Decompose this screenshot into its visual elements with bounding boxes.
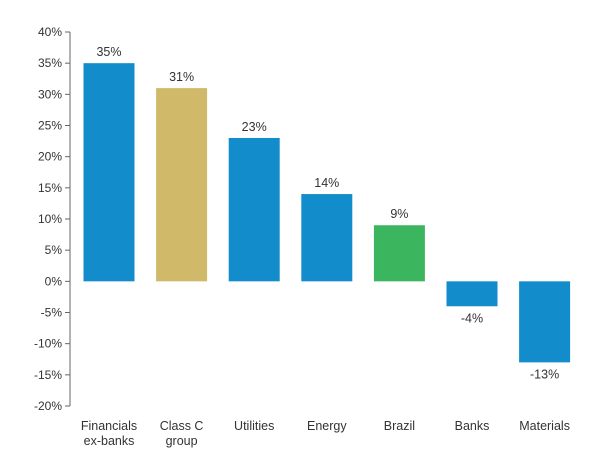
y-tick-label: 30% bbox=[38, 87, 62, 101]
y-tick-label: -5% bbox=[41, 306, 63, 320]
data-label: -4% bbox=[461, 311, 483, 325]
y-tick-label: 25% bbox=[38, 119, 62, 133]
y-tick-label: 15% bbox=[38, 181, 62, 195]
data-label: 23% bbox=[242, 120, 267, 134]
bar bbox=[156, 88, 208, 282]
data-label: 9% bbox=[390, 207, 408, 221]
y-tick-label: -15% bbox=[34, 368, 62, 382]
bar bbox=[446, 281, 498, 307]
category-label: Utilities bbox=[234, 419, 274, 433]
data-label: -13% bbox=[530, 367, 559, 381]
bars bbox=[83, 63, 571, 363]
data-label: 35% bbox=[96, 45, 121, 59]
y-tick-label: -10% bbox=[34, 337, 62, 351]
category-label: Brazil bbox=[384, 419, 415, 433]
category-label: Banks bbox=[455, 419, 490, 433]
y-tick-label: 0% bbox=[45, 274, 63, 288]
category-label: Materials bbox=[519, 419, 570, 433]
bar bbox=[301, 194, 353, 282]
bar bbox=[83, 63, 135, 282]
y-tick-label: 40% bbox=[38, 25, 62, 39]
category-label: Energy bbox=[307, 419, 347, 433]
y-axis: 40% 35% 30% 25% 20% 15% 10% 5% 0% -5% -10% -15% -20% bbox=[34, 25, 71, 413]
y-tick-label: -20% bbox=[34, 399, 62, 413]
bar bbox=[373, 225, 425, 282]
category-label: Financials ex-banks bbox=[81, 419, 137, 448]
data-label: 14% bbox=[314, 176, 339, 190]
y-tick-label: 5% bbox=[45, 243, 63, 257]
bar bbox=[228, 137, 280, 282]
y-tick-label: 35% bbox=[38, 56, 62, 70]
y-tick-label: 20% bbox=[38, 150, 62, 164]
y-tick-label: 10% bbox=[38, 212, 62, 226]
bar bbox=[519, 281, 571, 363]
data-label: 31% bbox=[169, 70, 194, 84]
